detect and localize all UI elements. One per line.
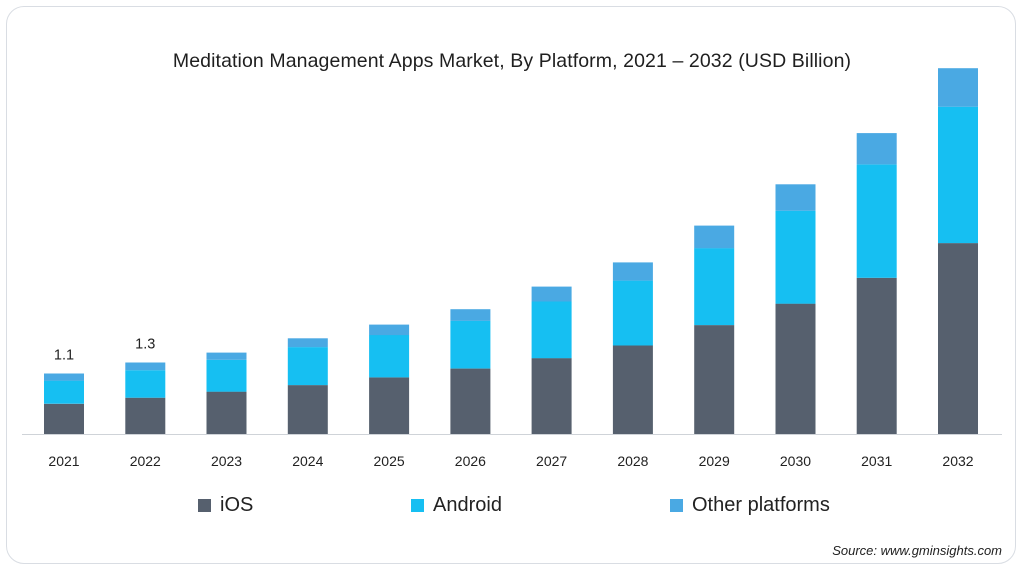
- bar-ios-2028: [612, 345, 653, 434]
- bar-other-platforms-2029: [694, 225, 735, 249]
- bar-ios-2024: [287, 385, 328, 435]
- bar-other-platforms-2026: [450, 309, 491, 321]
- bar-android-2029: [694, 248, 735, 326]
- legend-swatch-android: [411, 499, 424, 512]
- data-labels: 1.1 1.3: [54, 337, 155, 364]
- bar-android-2025: [369, 335, 410, 378]
- x-tick-label-2031: 2031: [861, 453, 892, 469]
- bar-ios-2022: [125, 397, 166, 434]
- bar-ios-2027: [531, 358, 572, 434]
- bar-other-platforms-2022: [125, 362, 166, 371]
- bar-other-platforms-2027: [531, 286, 572, 302]
- bar-android-2030: [775, 210, 816, 304]
- bar-other-platforms-2028: [612, 262, 653, 281]
- data-label-2021: 1.1: [54, 348, 74, 364]
- x-tick-label-2028: 2028: [617, 453, 648, 469]
- chart-title: Meditation Management Apps Market, By Pl…: [172, 50, 852, 72]
- bar-other-platforms-2024: [287, 338, 328, 348]
- x-tick-label-2021: 2021: [48, 453, 79, 469]
- legend-item-other-platforms: Other platforms: [670, 494, 830, 517]
- bar-android-2028: [612, 280, 653, 346]
- x-tick-label-2030: 2030: [780, 453, 811, 469]
- legend-label-other-platforms: Other platforms: [692, 494, 830, 516]
- bar-ios-2021: [44, 403, 84, 435]
- x-tick-label-2022: 2022: [130, 453, 161, 469]
- bar-other-platforms-2031: [856, 133, 897, 165]
- bar-android-2032: [938, 106, 978, 244]
- legend-swatch-ios: [198, 499, 211, 512]
- legend-label-android: Android: [433, 494, 502, 516]
- data-label-2022: 1.3: [135, 337, 155, 353]
- bar-other-platforms-2030: [775, 184, 816, 211]
- bar-ios-2031: [856, 277, 897, 434]
- bar-ios-2032: [938, 243, 978, 434]
- bar-other-platforms-2023: [206, 352, 247, 360]
- x-tick-label-2024: 2024: [292, 453, 323, 469]
- source-note: Source: www.gminsights.com: [832, 543, 1002, 558]
- bar-other-platforms-2021: [44, 373, 84, 381]
- bar-android-2027: [531, 301, 572, 359]
- x-tick-label-2023: 2023: [211, 453, 242, 469]
- bar-ios-2025: [369, 377, 410, 435]
- x-tick-label-2027: 2027: [536, 453, 567, 469]
- legend-swatch-other-platforms: [670, 499, 683, 512]
- x-tick-label-2025: 2025: [374, 453, 405, 469]
- bar-android-2026: [450, 320, 491, 369]
- bar-android-2024: [287, 347, 328, 386]
- x-axis-ticks: 2021 2022 2023 2024 2025 2026 2027 2028 2029 2030…: [48, 453, 973, 469]
- bar-ios-2023: [206, 391, 247, 434]
- bar-android-2021: [44, 380, 84, 404]
- chart-frame: [6, 6, 1016, 564]
- legend-item-android: Android: [411, 494, 502, 517]
- bar-android-2023: [206, 359, 247, 392]
- bars-group: [44, 68, 978, 435]
- legend-item-ios: iOS: [198, 494, 253, 517]
- x-tick-label-2029: 2029: [699, 453, 730, 469]
- x-tick-label-2032: 2032: [942, 453, 973, 469]
- bar-other-platforms-2032: [938, 68, 978, 107]
- bar-ios-2026: [450, 368, 491, 435]
- bar-android-2022: [125, 370, 166, 398]
- x-tick-label-2026: 2026: [455, 453, 486, 469]
- bar-ios-2030: [775, 303, 816, 434]
- legend: iOS Android Other platforms: [0, 494, 1024, 522]
- bar-other-platforms-2025: [369, 324, 410, 336]
- legend-label-ios: iOS: [220, 494, 254, 516]
- bar-android-2031: [856, 164, 897, 278]
- bar-ios-2029: [694, 325, 735, 434]
